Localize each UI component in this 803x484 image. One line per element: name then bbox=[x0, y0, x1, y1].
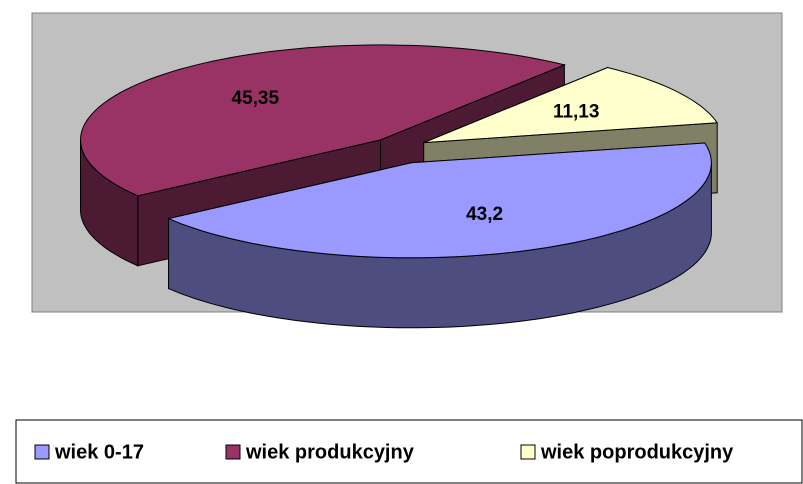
legend: wiek 0-17 wiek produkcyjny wiek poprodukcy… bbox=[34, 441, 734, 463]
slice bbox=[166, 142, 712, 259]
legend-swatch bbox=[520, 444, 536, 460]
value-label: 45,35 bbox=[232, 88, 280, 109]
value-label: 43,2 bbox=[466, 204, 503, 225]
pie: 43,2 45,35 11,13 bbox=[79, 44, 719, 329]
legend-label: wiek poprodukcyjny bbox=[540, 441, 734, 463]
slice bbox=[423, 66, 719, 144]
legend-box bbox=[15, 419, 803, 484]
value-label: 11,13 bbox=[553, 101, 600, 122]
legend-label: wiek 0-17 bbox=[54, 441, 144, 463]
legend-swatch bbox=[225, 444, 241, 460]
legend-swatch bbox=[34, 444, 50, 460]
slice bbox=[79, 44, 567, 197]
legend-label: wiek produkcyjny bbox=[245, 441, 415, 463]
